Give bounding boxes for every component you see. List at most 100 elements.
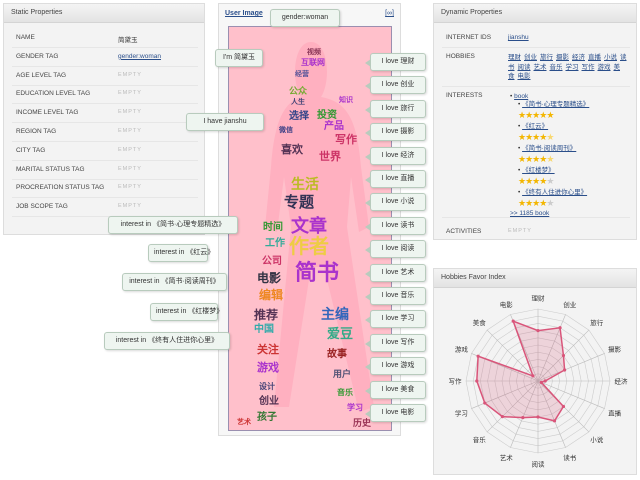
static-row: PROCREATION STATUS TAG EMPTY bbox=[12, 180, 198, 199]
hobbies-favor-index-panel: Hobbies Favor Index 理财 创业 旅行 摄影 经济 直播 小说 读书 阅读 艺术… bbox=[433, 268, 637, 475]
hobby-link[interactable]: 创业 bbox=[524, 54, 537, 61]
radar-axis-label: 阅读 bbox=[532, 460, 546, 469]
word-cloud-word: 中国 bbox=[254, 324, 274, 335]
internet-id-link[interactable]: jianshu bbox=[508, 34, 529, 41]
book-item: • 《红云》 ★★★★★ bbox=[518, 122, 635, 144]
love-callout: I love 旅行 bbox=[365, 99, 426, 118]
love-callout: I love 创业 bbox=[365, 76, 426, 95]
hobby-link[interactable]: 经济 bbox=[572, 54, 585, 61]
hobby-link[interactable]: 读书 bbox=[508, 54, 627, 71]
radar-axis-label: 摄影 bbox=[608, 345, 622, 354]
row-key: GENDER TAG bbox=[16, 52, 59, 60]
star-icon: ★ bbox=[546, 132, 554, 142]
star-icon: ★ bbox=[546, 110, 554, 120]
row-key: HOBBIES bbox=[446, 53, 475, 60]
row-key: EDUCATION LEVEL TAG bbox=[16, 90, 91, 98]
chart-title: Hobbies Favor Index bbox=[434, 269, 636, 288]
word-cloud-word: 用户 bbox=[333, 369, 352, 379]
word-cloud-word: 生活 bbox=[291, 176, 319, 192]
row-key: INCOME LEVEL TAG bbox=[16, 109, 79, 117]
user-image-title[interactable]: User Image bbox=[225, 10, 263, 17]
star-icon: ★ bbox=[518, 154, 526, 164]
star-icon: ★ bbox=[532, 198, 540, 208]
interest-category-link[interactable]: book bbox=[514, 93, 529, 100]
book-link[interactable]: 《终有人住进你心里》 bbox=[522, 189, 588, 196]
radar-axis bbox=[537, 353, 605, 382]
star-icon: ★ bbox=[532, 154, 540, 164]
book-item: • 《简书·阅读周刊》 ★★★★★ bbox=[518, 144, 635, 166]
star-icon: ★ bbox=[532, 110, 540, 120]
gender-callout: gender:woman bbox=[270, 9, 340, 27]
hobby-link[interactable]: 音乐 bbox=[549, 63, 563, 71]
word-cloud-word: 写作 bbox=[335, 134, 357, 146]
radar-point bbox=[536, 415, 540, 419]
word-cloud-word: 视频 bbox=[307, 49, 321, 56]
hobby-link[interactable]: 旅行 bbox=[540, 54, 553, 61]
panel-title: Static Properties bbox=[4, 4, 204, 23]
radar-axis bbox=[537, 380, 605, 409]
book-link[interactable]: 《红云》 bbox=[522, 123, 549, 130]
hobby-link[interactable]: 艺术 bbox=[533, 63, 547, 71]
hobby-link[interactable]: 写作 bbox=[581, 63, 595, 71]
silhouette bbox=[265, 42, 374, 412]
radar-point bbox=[552, 419, 557, 423]
hobby-link[interactable]: 阅读 bbox=[517, 63, 531, 71]
book-link[interactable]: 《简书·阅读周刊》 bbox=[522, 145, 577, 152]
row-key: JOB SCOPE TAG bbox=[16, 203, 68, 211]
name-callout: I'm 简黛玉 bbox=[215, 49, 263, 67]
book-link[interactable]: 《红楼梦》 bbox=[522, 167, 555, 174]
radar-point bbox=[500, 415, 504, 419]
star-icon: ★ bbox=[532, 132, 540, 142]
gender-tag-link[interactable]: gender:woman bbox=[118, 52, 161, 60]
radar-point bbox=[531, 374, 535, 378]
star-icon: ★ bbox=[539, 154, 547, 164]
more-books-link[interactable]: >> 1185 book bbox=[510, 210, 550, 217]
radar-point bbox=[521, 415, 525, 420]
star-icon: ★ bbox=[546, 198, 554, 208]
static-row: JOB SCOPE TAG EMPTY bbox=[12, 199, 198, 218]
radar-point bbox=[536, 329, 540, 333]
expand-button[interactable]: [∞] bbox=[385, 10, 394, 17]
dynamic-properties-panel: Dynamic Properties INTERNET IDS jianshu … bbox=[433, 3, 637, 240]
star-icon: ★ bbox=[518, 198, 526, 208]
radar-axis bbox=[510, 380, 539, 448]
love-callout: I love 美食 bbox=[365, 380, 426, 399]
rating-stars: ★★★★★ bbox=[518, 198, 635, 210]
word-cloud-word: 产品 bbox=[324, 121, 344, 132]
word-cloud-word: 经营 bbox=[295, 71, 309, 78]
radar-axis bbox=[471, 380, 539, 409]
row-value: EMPTY bbox=[118, 184, 142, 191]
hobby-link[interactable]: 学习 bbox=[565, 63, 579, 71]
hobby-link[interactable]: 摄影 bbox=[556, 54, 569, 61]
radar-point bbox=[476, 354, 480, 358]
love-callout: I love 阅读 bbox=[365, 240, 426, 259]
radar-point bbox=[511, 319, 515, 323]
row-key: MARITAL STATUS TAG bbox=[16, 165, 85, 173]
radar-point bbox=[558, 326, 562, 330]
radar-axis bbox=[537, 314, 566, 382]
word-cloud-word: 作者 bbox=[289, 236, 329, 258]
word-cloud-word: 公众 bbox=[289, 86, 308, 96]
hobby-link[interactable]: 直播 bbox=[588, 54, 601, 61]
book-item: • 《简书·心理专题精选》 ★★★★★ bbox=[518, 100, 635, 122]
panel-title: Dynamic Properties bbox=[434, 4, 636, 23]
hobby-link[interactable]: 理财 bbox=[508, 54, 521, 61]
star-icon: ★ bbox=[518, 132, 526, 142]
love-callout: I love 小说 bbox=[365, 193, 426, 212]
book-link[interactable]: 《简书·心理专题精选》 bbox=[522, 101, 590, 108]
static-row: CITY TAG EMPTY bbox=[12, 143, 198, 161]
hobby-link[interactable]: 游戏 bbox=[597, 63, 611, 71]
row-value: 简黛玉 bbox=[118, 37, 138, 44]
love-callout: I love 学习 bbox=[365, 310, 426, 329]
interest-callout: interest in 《终有人住进你心里》 bbox=[104, 332, 230, 350]
static-row: EDUCATION LEVEL TAG EMPTY bbox=[12, 86, 198, 105]
radar-point bbox=[483, 401, 487, 405]
hobby-link[interactable]: 小说 bbox=[604, 54, 617, 61]
static-row: MARITAL STATUS TAG EMPTY bbox=[12, 162, 198, 180]
radar-axis-label: 读书 bbox=[563, 453, 577, 462]
hobby-link[interactable]: 美食 bbox=[508, 63, 620, 81]
row-value: EMPTY bbox=[118, 109, 142, 116]
hobby-link[interactable]: 电影 bbox=[517, 73, 531, 80]
radar-axis-label: 电影 bbox=[500, 300, 514, 309]
row-key: PROCREATION STATUS TAG bbox=[16, 184, 105, 192]
